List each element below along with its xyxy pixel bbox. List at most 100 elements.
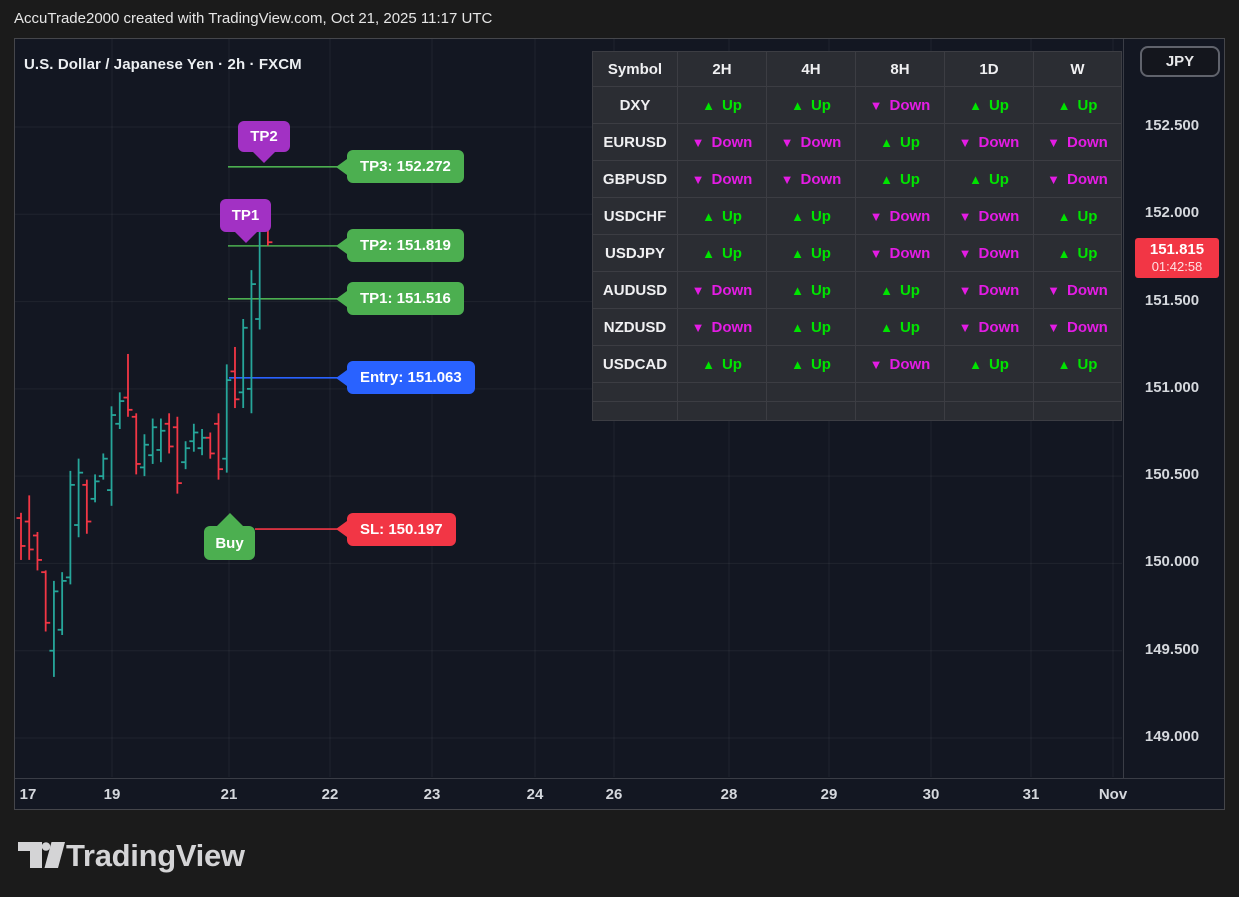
tradingview-wordmark[interactable]: TradingView (66, 838, 245, 873)
empty-cell (1033, 382, 1122, 402)
buy-marker[interactable]: Buy (204, 526, 255, 560)
signal-cell: ▲ Up (677, 234, 767, 272)
empty-cell (766, 382, 856, 402)
signal-cell: ▲ Up (944, 160, 1034, 198)
tp1-label[interactable]: TP1: 151.516 (347, 282, 464, 316)
up-triangle-icon: ▲ (791, 97, 804, 113)
empty-cell (766, 401, 856, 421)
matrix-header-cell: Symbol (592, 51, 678, 87)
bar-countdown: 01:42:58 (1151, 259, 1203, 274)
time-tick: 21 (220, 786, 238, 803)
time-tick: 17 (19, 786, 37, 803)
time-tick: 23 (423, 786, 441, 803)
signal-cell: ▲ Up (766, 345, 856, 383)
time-tick: 26 (605, 786, 623, 803)
price-axis-separator (1123, 39, 1124, 778)
signal-cell: ▼ Down (677, 308, 767, 346)
down-triangle-icon: ▼ (691, 282, 705, 298)
up-triangle-icon: ▲ (791, 356, 804, 372)
signal-cell: ▼ Down (944, 234, 1034, 272)
time-tick: 30 (922, 786, 940, 803)
signal-cell: ▼ Down (944, 123, 1034, 161)
signal-cell: ▲ Up (855, 160, 945, 198)
tp3-label[interactable]: TP3: 152.272 (347, 150, 464, 184)
signal-cell: ▲ Up (766, 271, 856, 309)
tp1-flag-label: TP1 (231, 207, 260, 224)
empty-cell (677, 382, 767, 402)
tradingview-logo-icon[interactable] (18, 842, 65, 868)
matrix-header-row: Symbol 2H 4H 8H 1D W (592, 51, 1122, 87)
matrix-header-cell: 4H (766, 51, 856, 87)
price-tick: 150.500 (1144, 466, 1200, 484)
down-triangle-icon: ▼ (1047, 282, 1061, 298)
time-tick: 22 (321, 786, 339, 803)
last-price-badge: 151.815 01:42:58 (1135, 238, 1219, 278)
signal-cell: ▲ Up (944, 86, 1034, 124)
signal-cell: ▲ Up (944, 345, 1034, 383)
symbol-cell: EURUSD (592, 123, 678, 161)
up-triangle-icon: ▲ (969, 171, 982, 187)
up-triangle-icon: ▲ (1057, 208, 1071, 224)
down-triangle-icon: ▼ (958, 208, 972, 224)
signal-cell: ▼ Down (855, 234, 945, 272)
signal-cell: ▼ Down (1033, 271, 1122, 309)
matrix-row: USDCAD ▲ Up ▲ Up ▼ Down ▲ Up ▲ Up (592, 345, 1122, 383)
up-triangle-icon: ▲ (702, 208, 715, 224)
down-triangle-icon: ▼ (691, 319, 705, 335)
symbol-cell: USDCAD (592, 345, 678, 383)
signal-cell: ▼ Down (944, 271, 1034, 309)
price-tick: 150.000 (1144, 553, 1200, 571)
down-triangle-icon: ▼ (1047, 171, 1061, 187)
down-triangle-icon: ▼ (958, 282, 972, 298)
up-triangle-icon: ▲ (791, 245, 804, 261)
up-triangle-icon: ▲ (1057, 245, 1071, 261)
up-triangle-icon: ▲ (1057, 356, 1071, 372)
entry-label[interactable]: Entry: 151.063 (347, 361, 475, 395)
matrix-empty-row (592, 382, 1122, 402)
tp2-flag-marker[interactable]: TP2 (238, 121, 290, 152)
tp1-flag-marker[interactable]: TP1 (220, 199, 271, 232)
time-axis-separator (15, 778, 1224, 779)
empty-cell (592, 382, 678, 402)
empty-cell (592, 401, 678, 421)
signal-cell: ▲ Up (677, 86, 767, 124)
signal-cell: ▲ Up (677, 345, 767, 383)
signal-matrix-table: Symbol 2H 4H 8H 1D W DXY ▲ Up ▲ Up ▼ Down ▲ Up ▲ Up EURU… (592, 51, 1122, 421)
time-tick: Nov (1098, 786, 1128, 803)
signal-cell: ▲ Up (855, 308, 945, 346)
time-tick: 19 (103, 786, 121, 803)
time-tick: 28 (720, 786, 738, 803)
tp2-label[interactable]: TP2: 151.819 (347, 229, 464, 263)
attribution-text: AccuTrade2000 created with TradingView.c… (14, 10, 493, 27)
up-triangle-icon: ▲ (969, 356, 982, 372)
tp2-flag-label: TP2 (250, 128, 278, 145)
matrix-row: EURUSD ▼ Down ▼ Down ▲ Up ▼ Down ▼ Down (592, 123, 1122, 161)
down-triangle-icon: ▼ (958, 134, 972, 150)
signal-cell: ▼ Down (677, 271, 767, 309)
currency-toggle-button[interactable]: JPY (1140, 46, 1220, 77)
sl-label[interactable]: SL: 150.197 (347, 512, 456, 546)
down-triangle-icon: ▼ (958, 319, 972, 335)
up-triangle-icon: ▲ (880, 171, 893, 187)
signal-cell: ▼ Down (855, 345, 945, 383)
time-tick: 24 (526, 786, 544, 803)
symbol-cell: NZDUSD (592, 308, 678, 346)
signal-cell: ▲ Up (1033, 86, 1122, 124)
up-triangle-icon: ▲ (1057, 97, 1071, 113)
up-triangle-icon: ▲ (969, 97, 982, 113)
down-triangle-icon: ▼ (691, 171, 705, 187)
up-triangle-icon: ▲ (880, 134, 893, 150)
signal-cell: ▲ Up (1033, 345, 1122, 383)
signal-cell: ▼ Down (1033, 308, 1122, 346)
down-triangle-icon: ▼ (1047, 319, 1061, 335)
time-tick: 31 (1022, 786, 1040, 803)
signal-cell: ▼ Down (1033, 123, 1122, 161)
signal-cell: ▼ Down (677, 160, 767, 198)
down-triangle-icon: ▼ (869, 245, 883, 261)
matrix-header-cell: 1D (944, 51, 1034, 87)
signal-cell: ▼ Down (766, 160, 856, 198)
price-tick: 152.000 (1144, 204, 1200, 222)
signal-cell: ▼ Down (766, 123, 856, 161)
matrix-row: NZDUSD ▼ Down ▲ Up ▲ Up ▼ Down ▼ Down (592, 308, 1122, 346)
matrix-row: USDJPY ▲ Up ▲ Up ▼ Down ▼ Down ▲ Up (592, 234, 1122, 272)
